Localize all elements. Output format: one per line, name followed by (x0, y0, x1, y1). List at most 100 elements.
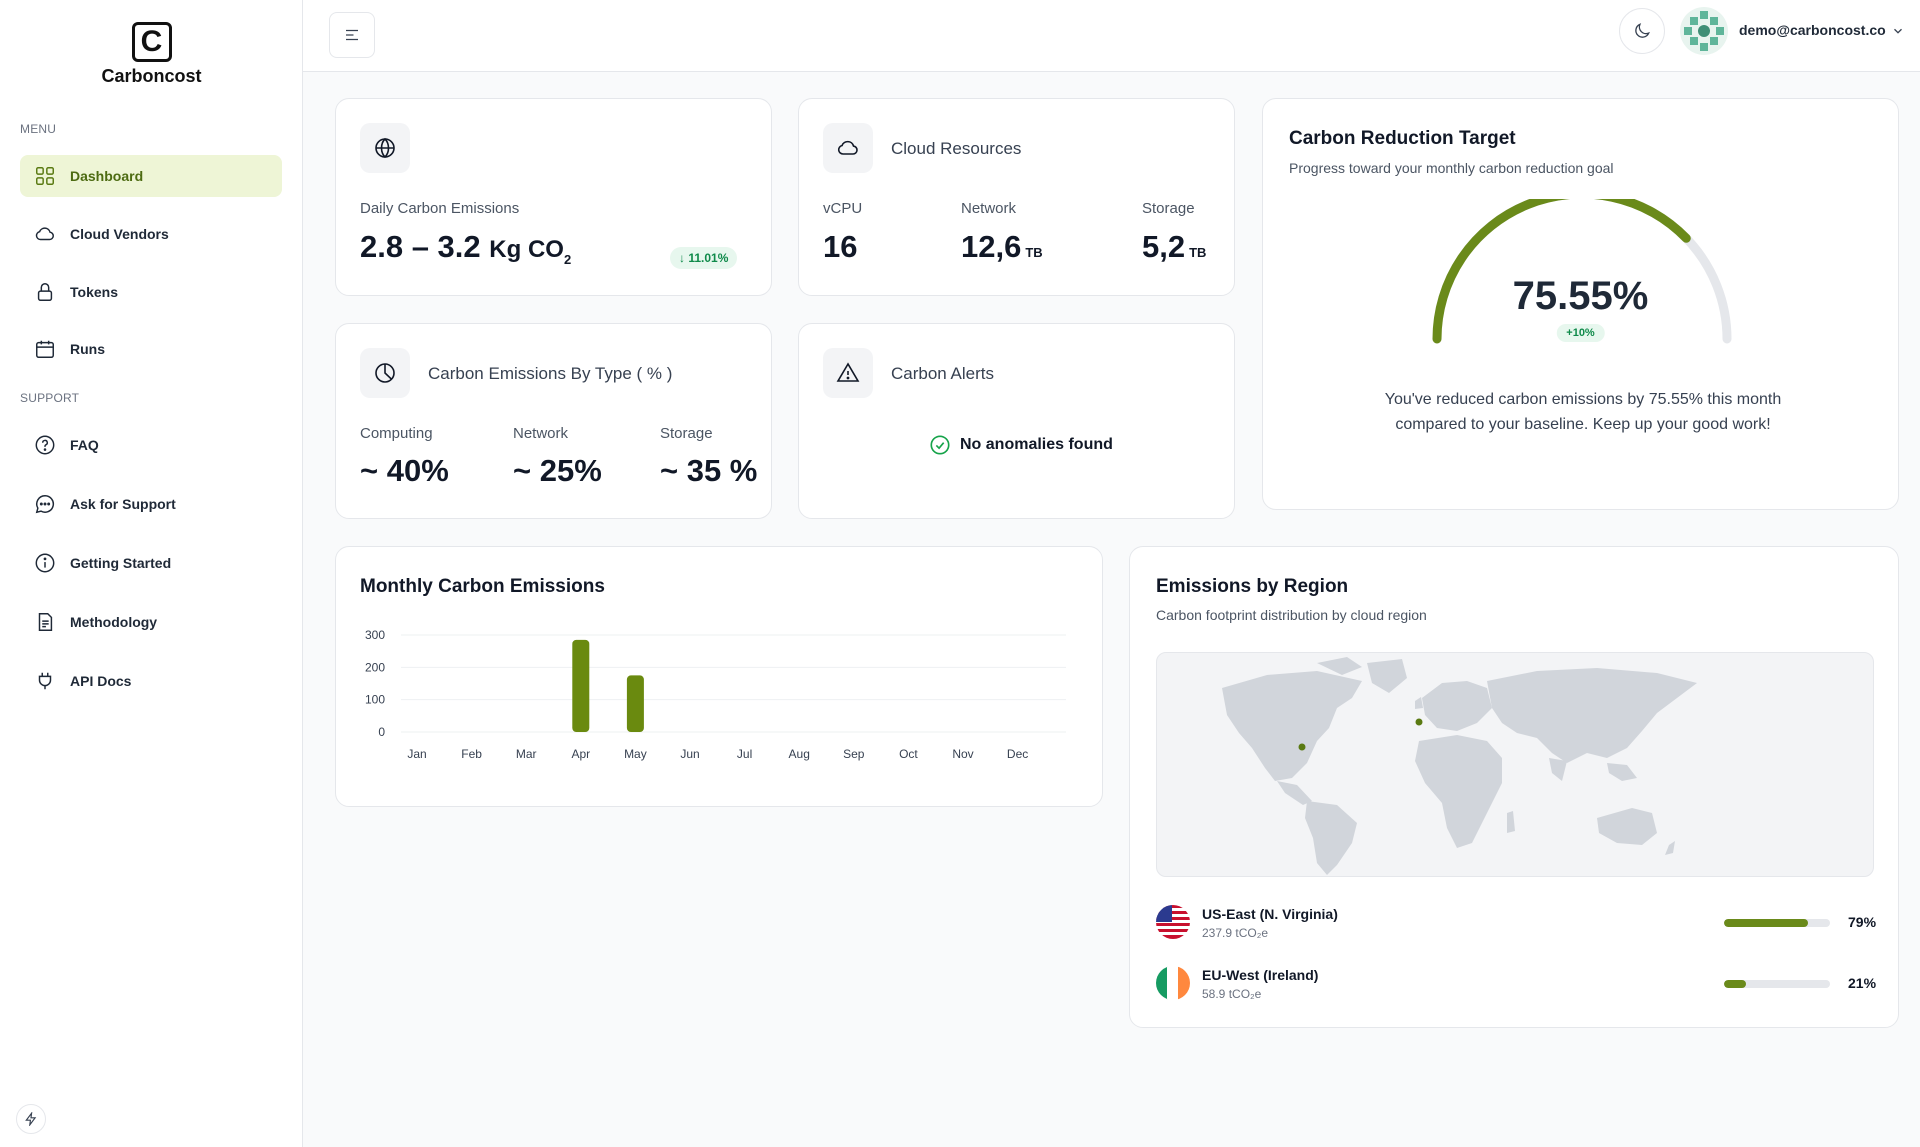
chart-bar-apr[interactable] (572, 639, 590, 732)
region-subtitle: Carbon footprint distribution by cloud r… (1156, 607, 1427, 623)
alert-icon-tile (823, 348, 873, 398)
chart-bar-may[interactable] (626, 675, 644, 732)
network-type-value: ~ 25% (513, 453, 602, 488)
sidebar-item-cloud-vendors[interactable]: Cloud Vendors (20, 213, 282, 255)
sidebar-item-dashboard[interactable]: Dashboard (20, 155, 282, 197)
region-percent: 21% (1848, 975, 1877, 991)
brand-logo[interactable]: C Carboncost (0, 22, 303, 87)
carbon-alerts-card: Carbon Alerts No anomalies found (798, 323, 1235, 519)
emissions-by-type-title: Carbon Emissions By Type ( % ) (428, 364, 673, 383)
computing-value: ~ 40% (360, 453, 449, 488)
world-map[interactable] (1156, 652, 1874, 877)
sidebar-item-label: Ask for Support (70, 496, 176, 512)
ireland-flag-icon (1156, 966, 1190, 1000)
document-icon (38, 613, 53, 631)
x-tick-label: Jan (407, 747, 426, 761)
cloud-icon (35, 227, 54, 241)
sidebar-item-label: Methodology (70, 614, 158, 630)
sidebar-item-tokens[interactable]: Tokens (20, 271, 282, 313)
support-section-label: SUPPORT (20, 391, 80, 405)
brand-name: Carboncost (101, 66, 202, 86)
region-value: 237.9 tCO₂e (1202, 926, 1269, 940)
region-value: 58.9 tCO₂e (1202, 987, 1262, 1001)
region-percent: 79% (1848, 914, 1877, 930)
sidebar-item-faq[interactable]: FAQ (20, 424, 282, 466)
reduction-target-card: Carbon Reduction Target Progress toward … (1262, 98, 1899, 510)
storage-label: Storage (1142, 200, 1195, 217)
daily-emissions-value: 2.8 – 3.2 Kg CO2 (360, 229, 571, 267)
quick-action-button[interactable] (16, 1104, 46, 1134)
storage-number: 5,2 (1142, 229, 1186, 264)
alerts-message: No anomalies found (960, 436, 1113, 453)
check-circle-icon (930, 435, 950, 455)
moon-icon (1635, 23, 1650, 38)
network-unit: TB (1025, 245, 1043, 260)
eu-west-marker[interactable] (1415, 718, 1423, 726)
gauge-change-badge: +10% (1556, 324, 1605, 342)
storage-type-label: Storage (660, 425, 713, 442)
chat-icon (35, 495, 55, 514)
gauge-fill (1432, 199, 1691, 344)
computing-label: Computing (360, 425, 433, 442)
alerts-status: No anomalies found (929, 434, 1113, 456)
grid-icon (36, 167, 54, 185)
y-tick-label: 100 (365, 693, 385, 707)
cloud-icon-tile (823, 123, 873, 173)
info-icon (35, 553, 55, 573)
y-tick-label: 200 (365, 660, 385, 674)
warning-icon (836, 362, 860, 382)
storage-value: 5,2 TB (1142, 229, 1206, 265)
sidebar-item-api-docs[interactable]: API Docs (20, 660, 282, 702)
monthly-emissions-card: Monthly Carbon Emissions 0 100 200 300 Jan Fe… (335, 546, 1103, 807)
us-east-marker[interactable] (1298, 743, 1306, 751)
storage-unit: TB (1189, 245, 1207, 260)
sidebar-item-runs[interactable]: Runs (20, 328, 282, 370)
cloud-resources-card: Cloud Resources vCPU 16 Network 12,6 TB S… (798, 98, 1235, 296)
world-map-shapes (1222, 657, 1697, 875)
user-email[interactable]: demo@carboncost.co (1739, 22, 1886, 38)
sidebar-item-methodology[interactable]: Methodology (20, 601, 282, 643)
sidebar-item-ask-for-support[interactable]: Ask for Support (20, 483, 282, 525)
carbon-alerts-title: Carbon Alerts (891, 364, 994, 383)
region-title: Emissions by Region (1156, 576, 1349, 597)
vcpu-value: 16 (823, 229, 858, 264)
plug-icon (38, 672, 52, 690)
monthly-emissions-chart: 0 100 200 300 Jan Feb Mar Apr May Jun Jul Aug Sep Oct… (365, 628, 1066, 761)
reduction-gauge (1432, 199, 1732, 344)
region-bar-track (1724, 980, 1830, 988)
sidebar-toggle-button[interactable] (329, 12, 375, 58)
y-tick-label: 300 (365, 628, 385, 642)
region-row-us-east[interactable]: US-East (N. Virginia) 237.9 tCO₂e 79% (1156, 905, 1876, 953)
network-value: 12,6 TB (961, 229, 1043, 265)
daily-change-value: 11.01% (688, 251, 729, 265)
region-row-eu-west[interactable]: EU-West (Ireland) 58.9 tCO₂e 21% (1156, 966, 1876, 1014)
x-tick-label: Sep (843, 747, 865, 761)
x-tick-label: Jun (680, 747, 699, 761)
top-header: demo@carboncost.co (303, 0, 1920, 72)
region-bar-fill (1724, 919, 1808, 927)
sidebar-item-label: FAQ (70, 437, 99, 453)
us-flag-icon (1156, 905, 1190, 939)
region-bar-track (1724, 919, 1830, 927)
bolt-icon (25, 1112, 37, 1126)
gauge-value: 75.55% (1512, 274, 1649, 318)
x-tick-label: Nov (952, 747, 973, 761)
chevron-down-icon[interactable] (1891, 24, 1905, 38)
x-tick-label: Aug (789, 747, 810, 761)
storage-type-value: ~ 35 % (660, 453, 758, 488)
x-tick-label: Dec (1007, 747, 1028, 761)
x-tick-label: Oct (899, 747, 918, 761)
reduction-message: You've reduced carbon emissions by 75.55… (1384, 391, 1782, 433)
theme-toggle-button[interactable] (1619, 8, 1665, 54)
pie-icon-tile (360, 348, 410, 398)
avatar[interactable] (1680, 7, 1728, 55)
menu-icon (346, 29, 358, 41)
reduction-target-title: Carbon Reduction Target (1289, 128, 1516, 149)
x-tick-label: Feb (461, 747, 482, 761)
region-name: US-East (N. Virginia) (1202, 906, 1338, 922)
region-name: EU-West (Ireland) (1202, 967, 1319, 983)
daily-emissions-card: Daily Carbon Emissions 2.8 – 3.2 Kg CO2 … (335, 98, 772, 296)
emissions-by-region-card: Emissions by Region Carbon footprint dis… (1129, 546, 1899, 1028)
daily-emissions-unit: Kg CO (489, 236, 564, 263)
sidebar-item-getting-started[interactable]: Getting Started (20, 542, 282, 584)
